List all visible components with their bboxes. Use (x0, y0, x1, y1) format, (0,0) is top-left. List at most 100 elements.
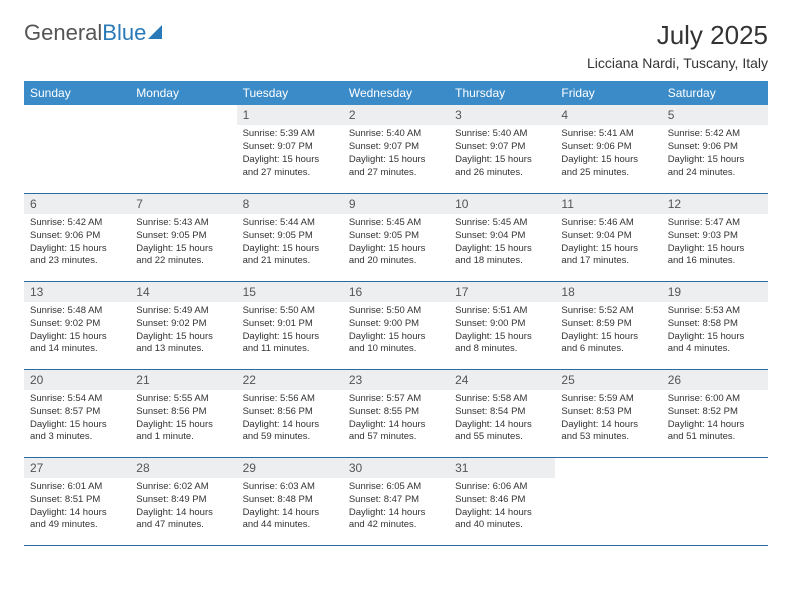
day-number: 5 (662, 105, 768, 125)
day-details: Sunrise: 5:56 AMSunset: 8:56 PMDaylight:… (237, 390, 343, 450)
day-number: 9 (343, 194, 449, 214)
logo: GeneralBlue (24, 20, 162, 46)
day-number: 11 (555, 194, 661, 214)
day-cell: 30Sunrise: 6:05 AMSunset: 8:47 PMDayligh… (343, 457, 449, 545)
sunset: Sunset: 9:05 PM (243, 230, 337, 243)
daylight: Daylight: 15 hours and 18 minutes. (455, 243, 549, 269)
day-number: 1 (237, 105, 343, 125)
daylight: Daylight: 15 hours and 21 minutes. (243, 243, 337, 269)
day-details: Sunrise: 6:05 AMSunset: 8:47 PMDaylight:… (343, 478, 449, 538)
sunrise: Sunrise: 5:56 AM (243, 393, 337, 406)
day-details: Sunrise: 5:40 AMSunset: 9:07 PMDaylight:… (449, 125, 555, 185)
sunrise: Sunrise: 5:44 AM (243, 217, 337, 230)
daylight: Daylight: 15 hours and 16 minutes. (668, 243, 762, 269)
sunset: Sunset: 9:06 PM (668, 141, 762, 154)
daylight: Daylight: 14 hours and 44 minutes. (243, 507, 337, 533)
day-details: Sunrise: 5:51 AMSunset: 9:00 PMDaylight:… (449, 302, 555, 362)
day-cell: 24Sunrise: 5:58 AMSunset: 8:54 PMDayligh… (449, 369, 555, 457)
day-cell: 31Sunrise: 6:06 AMSunset: 8:46 PMDayligh… (449, 457, 555, 545)
daylight: Daylight: 15 hours and 8 minutes. (455, 331, 549, 357)
daylight: Daylight: 15 hours and 26 minutes. (455, 154, 549, 180)
calendar-page: GeneralBlue July 2025 Licciana Nardi, Tu… (0, 0, 792, 566)
day-details: Sunrise: 5:52 AMSunset: 8:59 PMDaylight:… (555, 302, 661, 362)
sunrise: Sunrise: 6:02 AM (136, 481, 230, 494)
day-details: Sunrise: 5:50 AMSunset: 9:00 PMDaylight:… (343, 302, 449, 362)
sunrise: Sunrise: 5:47 AM (668, 217, 762, 230)
day-details: Sunrise: 5:42 AMSunset: 9:06 PMDaylight:… (662, 125, 768, 185)
sunrise: Sunrise: 5:51 AM (455, 305, 549, 318)
daylight: Daylight: 15 hours and 6 minutes. (561, 331, 655, 357)
sunrise: Sunrise: 6:06 AM (455, 481, 549, 494)
day-cell: 15Sunrise: 5:50 AMSunset: 9:01 PMDayligh… (237, 281, 343, 369)
day-details: Sunrise: 6:00 AMSunset: 8:52 PMDaylight:… (662, 390, 768, 450)
sunset: Sunset: 8:55 PM (349, 406, 443, 419)
sunset: Sunset: 8:46 PM (455, 494, 549, 507)
week-row: 20Sunrise: 5:54 AMSunset: 8:57 PMDayligh… (24, 369, 768, 457)
sunrise: Sunrise: 5:42 AM (668, 128, 762, 141)
sunset: Sunset: 8:56 PM (136, 406, 230, 419)
weekday-header: Wednesday (343, 81, 449, 105)
day-details: Sunrise: 5:55 AMSunset: 8:56 PMDaylight:… (130, 390, 236, 450)
sunset: Sunset: 9:01 PM (243, 318, 337, 331)
sunset: Sunset: 9:07 PM (243, 141, 337, 154)
sunrise: Sunrise: 5:41 AM (561, 128, 655, 141)
day-cell (555, 457, 661, 545)
sunrise: Sunrise: 5:39 AM (243, 128, 337, 141)
sunrise: Sunrise: 6:01 AM (30, 481, 124, 494)
day-details: Sunrise: 5:50 AMSunset: 9:01 PMDaylight:… (237, 302, 343, 362)
day-cell: 29Sunrise: 6:03 AMSunset: 8:48 PMDayligh… (237, 457, 343, 545)
day-number: 3 (449, 105, 555, 125)
day-cell: 14Sunrise: 5:49 AMSunset: 9:02 PMDayligh… (130, 281, 236, 369)
day-cell: 10Sunrise: 5:45 AMSunset: 9:04 PMDayligh… (449, 193, 555, 281)
day-details: Sunrise: 5:48 AMSunset: 9:02 PMDaylight:… (24, 302, 130, 362)
sunrise: Sunrise: 5:40 AM (349, 128, 443, 141)
sunset: Sunset: 8:56 PM (243, 406, 337, 419)
day-number: 13 (24, 282, 130, 302)
sunrise: Sunrise: 5:45 AM (455, 217, 549, 230)
day-details: Sunrise: 5:42 AMSunset: 9:06 PMDaylight:… (24, 214, 130, 274)
sunset: Sunset: 8:47 PM (349, 494, 443, 507)
daylight: Daylight: 15 hours and 17 minutes. (561, 243, 655, 269)
sunset: Sunset: 8:48 PM (243, 494, 337, 507)
title-block: July 2025 Licciana Nardi, Tuscany, Italy (587, 20, 768, 71)
sunset: Sunset: 9:05 PM (349, 230, 443, 243)
day-cell (130, 105, 236, 193)
day-details: Sunrise: 5:40 AMSunset: 9:07 PMDaylight:… (343, 125, 449, 185)
day-cell: 21Sunrise: 5:55 AMSunset: 8:56 PMDayligh… (130, 369, 236, 457)
day-number: 30 (343, 458, 449, 478)
calendar-table: Sunday Monday Tuesday Wednesday Thursday… (24, 81, 768, 546)
daylight: Daylight: 15 hours and 10 minutes. (349, 331, 443, 357)
day-cell: 22Sunrise: 5:56 AMSunset: 8:56 PMDayligh… (237, 369, 343, 457)
daylight: Daylight: 14 hours and 42 minutes. (349, 507, 443, 533)
day-cell: 8Sunrise: 5:44 AMSunset: 9:05 PMDaylight… (237, 193, 343, 281)
day-details: Sunrise: 5:54 AMSunset: 8:57 PMDaylight:… (24, 390, 130, 450)
day-details: Sunrise: 5:46 AMSunset: 9:04 PMDaylight:… (555, 214, 661, 274)
weekday-header: Friday (555, 81, 661, 105)
day-number: 24 (449, 370, 555, 390)
day-details: Sunrise: 6:06 AMSunset: 8:46 PMDaylight:… (449, 478, 555, 538)
daylight: Daylight: 15 hours and 22 minutes. (136, 243, 230, 269)
day-number: 27 (24, 458, 130, 478)
sunset: Sunset: 9:05 PM (136, 230, 230, 243)
day-number: 25 (555, 370, 661, 390)
week-row: 1Sunrise: 5:39 AMSunset: 9:07 PMDaylight… (24, 105, 768, 193)
sunrise: Sunrise: 5:53 AM (668, 305, 762, 318)
sunset: Sunset: 9:02 PM (136, 318, 230, 331)
daylight: Daylight: 15 hours and 23 minutes. (30, 243, 124, 269)
day-number: 19 (662, 282, 768, 302)
sunset: Sunset: 9:06 PM (30, 230, 124, 243)
day-number: 21 (130, 370, 236, 390)
day-details: Sunrise: 5:44 AMSunset: 9:05 PMDaylight:… (237, 214, 343, 274)
day-cell: 20Sunrise: 5:54 AMSunset: 8:57 PMDayligh… (24, 369, 130, 457)
month-title: July 2025 (587, 20, 768, 51)
daylight: Daylight: 14 hours and 57 minutes. (349, 419, 443, 445)
sunrise: Sunrise: 5:58 AM (455, 393, 549, 406)
day-number: 23 (343, 370, 449, 390)
day-cell (24, 105, 130, 193)
sunrise: Sunrise: 6:00 AM (668, 393, 762, 406)
day-cell: 13Sunrise: 5:48 AMSunset: 9:02 PMDayligh… (24, 281, 130, 369)
day-cell: 7Sunrise: 5:43 AMSunset: 9:05 PMDaylight… (130, 193, 236, 281)
weekday-header: Thursday (449, 81, 555, 105)
day-details: Sunrise: 5:39 AMSunset: 9:07 PMDaylight:… (237, 125, 343, 185)
day-number: 6 (24, 194, 130, 214)
